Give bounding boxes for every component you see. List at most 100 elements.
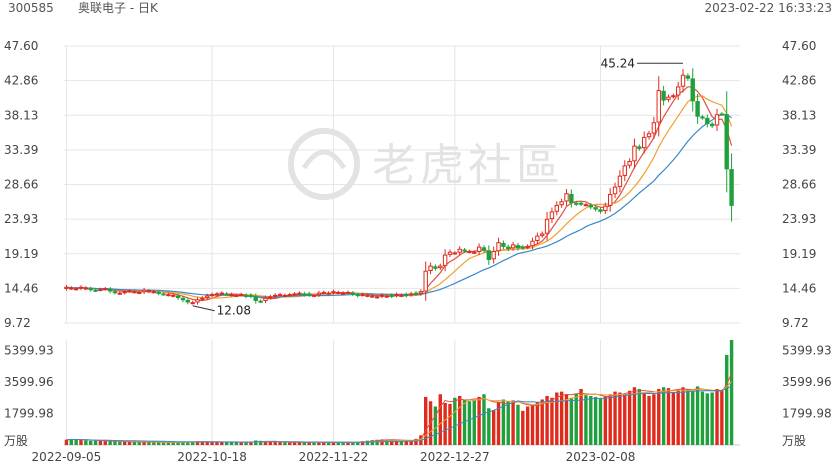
candle [374, 294, 380, 299]
grid-lines [64, 45, 740, 446]
candle-body [695, 101, 700, 117]
candle [423, 261, 428, 301]
candle-body [195, 299, 200, 303]
candle [651, 116, 657, 139]
candle-body [122, 291, 127, 294]
candle [122, 289, 127, 295]
candle-body [229, 294, 234, 297]
candle-body [404, 294, 409, 297]
min-price-annotation: 12.08 [192, 304, 251, 318]
candle-body [190, 302, 195, 305]
date-tick: 2022-11-22 [299, 450, 369, 464]
candle [705, 114, 710, 128]
candle-body [394, 294, 399, 297]
volume-bar [652, 394, 656, 445]
volume-bar [254, 440, 258, 445]
volume-bar [249, 442, 253, 445]
volume-moving-averages [66, 373, 733, 443]
candle-body [151, 291, 157, 294]
volume-unit-right: 万股 [782, 434, 806, 448]
candle [501, 240, 506, 250]
candle-body [302, 293, 307, 296]
volume-bar [637, 389, 642, 445]
candle-body [370, 295, 375, 298]
candle-body [472, 251, 477, 254]
candle-body [525, 245, 530, 248]
stock-name-period: 奥联电子 - 日K [78, 1, 158, 15]
candle [219, 291, 224, 295]
volume-bar [331, 442, 336, 445]
candle-body [78, 286, 84, 289]
candle-body [544, 218, 550, 234]
candle [64, 285, 69, 291]
volume-bar [156, 442, 161, 445]
volume-bar [229, 441, 234, 445]
volume-bar [322, 442, 326, 445]
candle [137, 290, 142, 295]
candle [588, 203, 593, 210]
candle [433, 264, 438, 271]
candle [690, 68, 695, 112]
candle-body [239, 294, 244, 297]
volume-bar [433, 406, 438, 445]
volume-bar [540, 399, 544, 445]
volume-bar [161, 442, 166, 445]
candle [336, 290, 341, 295]
volume-bar [453, 397, 457, 445]
price-tick-right: 9.72 [782, 316, 809, 330]
candle-body [185, 299, 191, 303]
candle [282, 293, 288, 298]
candle-body [107, 289, 113, 292]
candle [680, 69, 686, 93]
volume-bar [404, 440, 408, 445]
candle-body [64, 286, 69, 289]
candle-body [656, 90, 661, 123]
volume-bar [84, 440, 88, 445]
ma5-line [66, 86, 733, 302]
candle [302, 291, 307, 297]
candle-body [535, 235, 540, 242]
volume-bar [618, 392, 622, 445]
ma20-line [66, 113, 732, 298]
volume-bar [200, 441, 205, 445]
candle [491, 246, 496, 264]
candle-body [326, 292, 331, 295]
candle-body [418, 291, 424, 294]
volume-bar [491, 410, 496, 445]
candle [156, 290, 161, 296]
candle-body [103, 288, 108, 291]
price-annotations: 45.24 12.08 [192, 56, 684, 318]
volume-bar [147, 442, 151, 445]
volume-bar [496, 402, 501, 445]
candle-body [481, 247, 487, 251]
max-price-annotation: 45.24 [601, 56, 684, 70]
volume-bar [346, 442, 350, 445]
volume-bar [171, 442, 175, 445]
volume-bar [676, 389, 680, 445]
candle [379, 293, 385, 299]
timestamp: 2023-02-22 16:33:23 [704, 1, 832, 15]
candle [272, 293, 278, 299]
volume-bar [122, 441, 127, 445]
volume-bar [700, 391, 705, 445]
candle [404, 292, 409, 298]
price-tick-left: 14.46 [4, 281, 38, 295]
candle [171, 293, 176, 298]
candle [486, 245, 492, 265]
candle [467, 249, 472, 254]
candle-body [287, 294, 292, 297]
volume-bar [268, 441, 273, 445]
candle-body [166, 294, 171, 297]
candle [574, 201, 579, 207]
candle-body [423, 270, 428, 292]
candle-body [132, 291, 137, 294]
candle [709, 121, 715, 129]
watermark-text: 老虎社區 [372, 140, 564, 191]
candle-body [705, 117, 710, 125]
candle-body [627, 161, 632, 166]
volume-unit-left: 万股 [4, 434, 28, 448]
candle [195, 297, 200, 305]
volume-bar [283, 442, 287, 445]
volume-bar [239, 442, 243, 445]
